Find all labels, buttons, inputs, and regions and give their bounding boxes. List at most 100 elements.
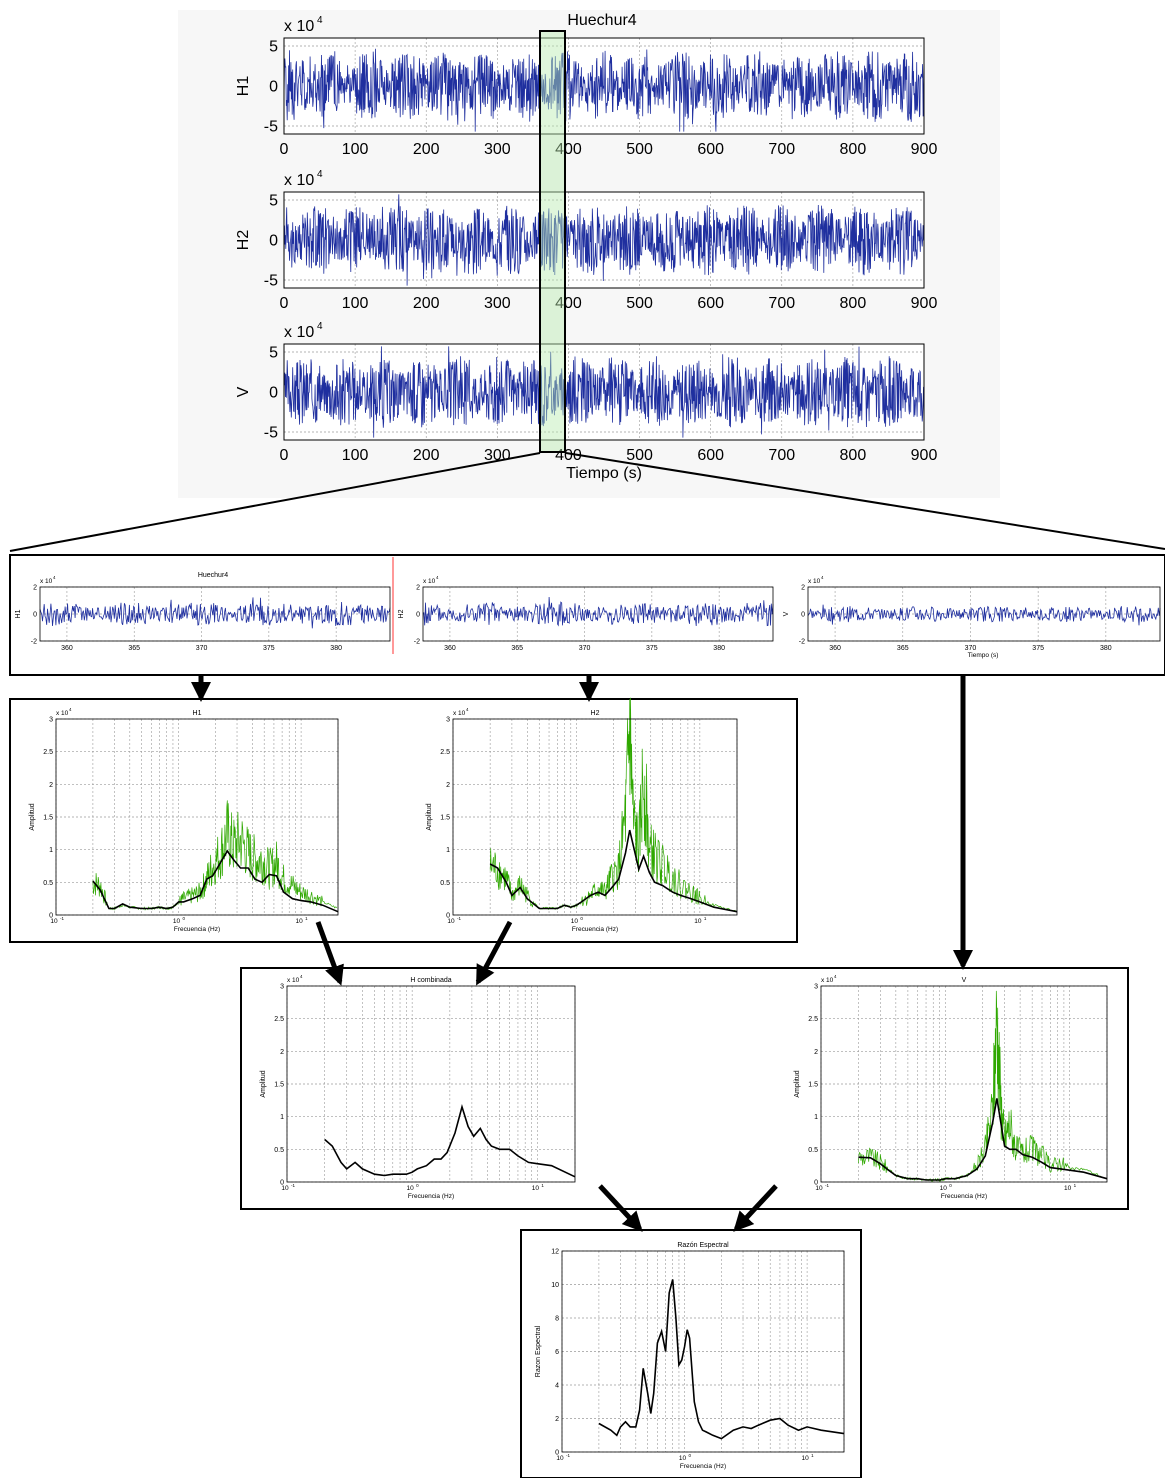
x-tick-label: 300 [484, 447, 511, 464]
x-tick-label: 800 [840, 447, 867, 464]
x-tick-exponent: -1 [291, 1183, 295, 1188]
x-tick-exponent: -1 [457, 916, 461, 921]
series-line [598, 1279, 845, 1440]
x-axis-label: Tiempo (s) [566, 465, 642, 482]
x-tick-label: 375 [1032, 645, 1044, 652]
x-tick-label: 375 [263, 645, 275, 652]
selection-window [539, 30, 566, 453]
y-tick-label: 0 [269, 79, 278, 96]
plot-frame [422, 586, 774, 642]
chart-zoom-h2: 2 0 -2 360 365 370 375 380 x 104 H2 [398, 575, 774, 652]
series-line [283, 48, 925, 132]
series-line [858, 1098, 1108, 1181]
plot-frame [283, 343, 925, 441]
exponent-power: 4 [317, 321, 323, 332]
x-tick-label: 380 [330, 645, 342, 652]
x-tick-label: 370 [196, 645, 208, 652]
x-tick-label: 500 [626, 295, 653, 312]
combined-spectra-box [240, 967, 1129, 1210]
x-tick-exponent: 1 [541, 1183, 544, 1188]
plot-frame [39, 586, 391, 642]
y-tick-label: 0.5 [440, 880, 450, 887]
x-tick-exponent: 0 [949, 1183, 952, 1188]
chart-title: Razón Espectral [677, 1242, 729, 1249]
series-line [807, 604, 1161, 626]
x-axis-label: Frecuencia (Hz) [408, 1193, 454, 1200]
x-tick-label: 500 [626, 141, 653, 158]
x-tick-label: 10 [815, 1185, 823, 1192]
x-tick-exponent: 1 [811, 1453, 814, 1458]
x-tick-label: 10 [281, 1185, 289, 1192]
y-axis-label: Amplitud [794, 1070, 801, 1097]
series-line [283, 346, 925, 438]
x-tick-label: 10 [532, 1185, 540, 1192]
plot-frame [283, 37, 925, 135]
x-tick-label: 360 [829, 645, 841, 652]
y-tick-label: 0 [49, 912, 53, 919]
zoom-group-box [9, 554, 1165, 676]
exponent-power: 4 [300, 974, 303, 979]
plot-frame [820, 985, 1108, 1183]
exponent-label: x 10 [808, 578, 821, 585]
y-tick-label: 2.5 [43, 749, 53, 756]
y-tick-label: 2 [814, 1049, 818, 1056]
y-tick-label: 2 [446, 782, 450, 789]
x-tick-exponent: 0 [580, 916, 583, 921]
x-axis-label: Frecuencia (Hz) [941, 1193, 987, 1200]
series-line [422, 596, 774, 627]
arrow-h2-to-combined [475, 920, 513, 986]
x-tick-exponent: -1 [825, 1183, 829, 1188]
y-tick-label: 3 [49, 716, 53, 723]
y-tick-label: 5 [269, 345, 278, 362]
plot-frame [807, 586, 1161, 642]
x-tick-label: 370 [579, 645, 591, 652]
x-tick-label: 365 [128, 645, 140, 652]
chart-zoom-v: 2 0 -2 360 365 370 375 380 x 104 V Tiempo (s) [783, 575, 1161, 659]
x-tick-label: 360 [61, 645, 73, 652]
y-tick-label: 2 [555, 1416, 559, 1423]
x-tick-label: 365 [897, 645, 909, 652]
x-tick-label: 10 [447, 918, 455, 925]
y-tick-label: 2 [280, 1049, 284, 1056]
x-tick-label: 10 [571, 918, 579, 925]
y-tick-label: 1.5 [440, 814, 450, 821]
y-tick-label: 0 [269, 385, 278, 402]
x-tick-label: 10 [801, 1455, 809, 1462]
x-axis-label: Tiempo (s) [968, 652, 999, 659]
plot-frame [55, 718, 339, 916]
y-tick-label: 1 [49, 847, 53, 854]
x-tick-label: 365 [511, 645, 523, 652]
exponent-label: x 10 [284, 18, 314, 35]
x-tick-label: 10 [295, 918, 303, 925]
arrow-h1-to-combined [315, 921, 344, 986]
horizontal-spectra-box [9, 698, 798, 943]
y-tick-label: 0 [280, 1179, 284, 1186]
x-tick-exponent: 0 [416, 1183, 419, 1188]
y-axis-label: H1 [15, 609, 22, 618]
x-tick-exponent: 0 [689, 1453, 692, 1458]
y-axis-label: Razon Espectral [535, 1325, 542, 1377]
x-tick-label: 10 [1064, 1185, 1072, 1192]
exponent-power: 4 [53, 575, 56, 580]
y-tick-label: 2.5 [440, 749, 450, 756]
plot-frame [561, 1250, 845, 1453]
y-axis-label: H2 [235, 230, 252, 251]
exponent-label: x 10 [453, 710, 466, 717]
exponent-label: x 10 [821, 977, 834, 984]
y-tick-label: 0.5 [274, 1147, 284, 1154]
y-tick-label: 1 [280, 1114, 284, 1121]
y-axis-label: Amplitud [426, 803, 433, 830]
x-tick-label: 10 [556, 1455, 564, 1462]
chart-title: H combinada [410, 977, 451, 984]
x-tick-label: 0 [280, 141, 289, 158]
exponent-label: x 10 [40, 578, 53, 585]
x-tick-label: 600 [697, 447, 724, 464]
x-tick-label: 0 [280, 447, 289, 464]
y-tick-label: 0 [555, 1449, 559, 1456]
x-tick-label: 375 [646, 645, 658, 652]
